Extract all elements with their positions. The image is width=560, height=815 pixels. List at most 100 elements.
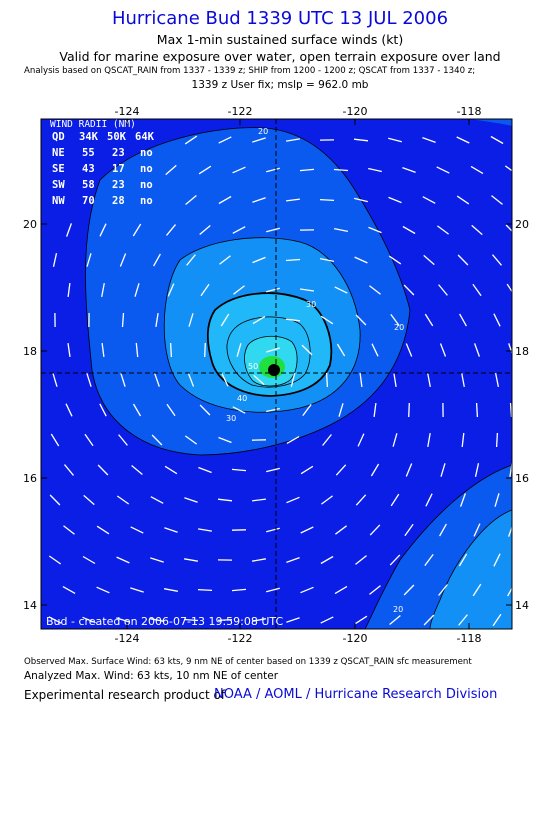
- wind-barb: [393, 372, 397, 388]
- radii-header-50k: 50K: [107, 131, 127, 143]
- wind-barb: [183, 558, 199, 562]
- wind-barb: [82, 555, 96, 565]
- wind-barb: [184, 435, 198, 445]
- wind-barb: [320, 315, 334, 325]
- contour-label: 20: [394, 323, 404, 332]
- wind-barb: [490, 135, 504, 145]
- lon-tick-labels-top: -124 -122 -120 -118: [115, 105, 482, 118]
- wind-barb: [188, 313, 194, 327]
- wind-radii-table: WIND RADII (NM) QD 34K 50K 64K NE 55 23 …: [50, 119, 155, 207]
- wind-barb: [218, 136, 232, 144]
- wind-barb: [204, 342, 206, 358]
- wind-barb: [368, 226, 382, 234]
- wind-barb: [403, 584, 415, 596]
- contour-label: 20: [258, 127, 268, 136]
- analysis-sources: Analysis based on QSCAT_RAIN from 1337 -…: [24, 66, 476, 76]
- wind-barb: [155, 312, 159, 328]
- wind-barb: [97, 464, 109, 476]
- radii-64k: no: [140, 179, 153, 191]
- wind-barb: [86, 253, 92, 267]
- wind-barb: [402, 225, 416, 235]
- wind-barb: [116, 556, 130, 564]
- wind-barb: [286, 436, 300, 444]
- wind-barb: [354, 197, 368, 203]
- wind-barb: [251, 558, 267, 562]
- wind-barb: [231, 588, 247, 592]
- lat-tick-label: 20: [515, 218, 529, 231]
- lat-tick-label: 20: [23, 218, 37, 231]
- wind-barb: [459, 313, 467, 327]
- lon-tick-label: -124: [115, 105, 140, 118]
- wind-barb: [355, 555, 367, 565]
- wind-barb: [119, 253, 127, 267]
- wind-barb: [427, 432, 431, 448]
- wind-barb: [151, 434, 163, 446]
- wind-barb: [505, 224, 512, 232]
- wind-barb: [422, 196, 436, 204]
- radii-quadrant: NW: [52, 195, 65, 207]
- wind-barb: [390, 314, 400, 326]
- wind-barb: [423, 254, 435, 266]
- wind-barb: [404, 523, 414, 537]
- wind-barb: [334, 286, 348, 294]
- wind-barb: [252, 137, 266, 143]
- wind-barb: [130, 526, 144, 534]
- wind-barb: [333, 227, 349, 233]
- wind-barb: [300, 465, 314, 475]
- wind-barb: [300, 288, 314, 292]
- wind-barb: [132, 223, 142, 237]
- wind-barb: [184, 135, 198, 145]
- wind-barb: [221, 373, 229, 387]
- wind-barb: [495, 432, 499, 448]
- chart-title: Hurricane Bud 1339 UTC 13 JUL 2006: [111, 8, 449, 29]
- wind-field: 20 30 40 50 20 30 20 WIND RADII (NM) QD …: [41, 119, 512, 629]
- radii-50k: 23: [112, 179, 125, 191]
- lat-tick-labels-left: 20 18 16 14: [23, 218, 37, 612]
- wind-barb: [473, 523, 481, 537]
- wind-barb: [321, 495, 333, 505]
- lat-tick-label: 14: [515, 599, 529, 612]
- lon-tick-label: -118: [457, 632, 482, 645]
- radii-quadrant: SE: [52, 163, 65, 175]
- lat-tick-label: 16: [515, 472, 529, 485]
- radii-64k: no: [140, 195, 153, 207]
- wind-barb: [252, 315, 266, 325]
- wind-barb: [64, 464, 74, 476]
- wind-barb: [290, 373, 296, 387]
- wind-barb: [438, 284, 448, 296]
- credit-org-link[interactable]: NOAA / AOML / Hurricane Research Divisio…: [214, 687, 498, 702]
- wind-barb: [493, 313, 501, 327]
- wind-barb: [461, 432, 465, 448]
- wind-barb: [67, 343, 71, 357]
- wind-barbs: [48, 135, 512, 627]
- lon-tick-label: -124: [115, 632, 140, 645]
- wind-barb: [52, 373, 58, 387]
- wind-barb: [458, 553, 468, 567]
- lon-tick-label: -122: [228, 632, 253, 645]
- wind-barb: [472, 583, 482, 597]
- wind-barb: [440, 463, 446, 477]
- wind-barb: [187, 373, 195, 387]
- wind-barb: [403, 284, 415, 296]
- wind-barb: [494, 493, 500, 507]
- wind-barb: [439, 523, 447, 537]
- wind-barb: [130, 587, 144, 593]
- wind-barb: [199, 225, 211, 235]
- wind-barb: [405, 343, 413, 357]
- wind-barb: [232, 166, 246, 174]
- wind-barb: [408, 402, 410, 418]
- wind-barb: [492, 254, 502, 266]
- wind-barb: [369, 285, 381, 295]
- wind-barb: [131, 465, 143, 475]
- wind-barb: [183, 618, 199, 622]
- wind-barb: [285, 138, 301, 142]
- wind-barb: [121, 312, 125, 328]
- created-label: Bud - created on 2006-07-13 19:59:08 UTC: [46, 615, 284, 628]
- wind-barb: [402, 166, 416, 174]
- wind-barb: [424, 554, 434, 566]
- analyzed-max-wind: Analyzed Max. Wind: 63 kts, 10 nm NE of …: [24, 670, 279, 682]
- radii-34k: 43: [82, 163, 95, 175]
- wind-barb: [457, 254, 469, 266]
- wind-barb: [217, 618, 233, 622]
- lon-tick-label: -120: [343, 632, 368, 645]
